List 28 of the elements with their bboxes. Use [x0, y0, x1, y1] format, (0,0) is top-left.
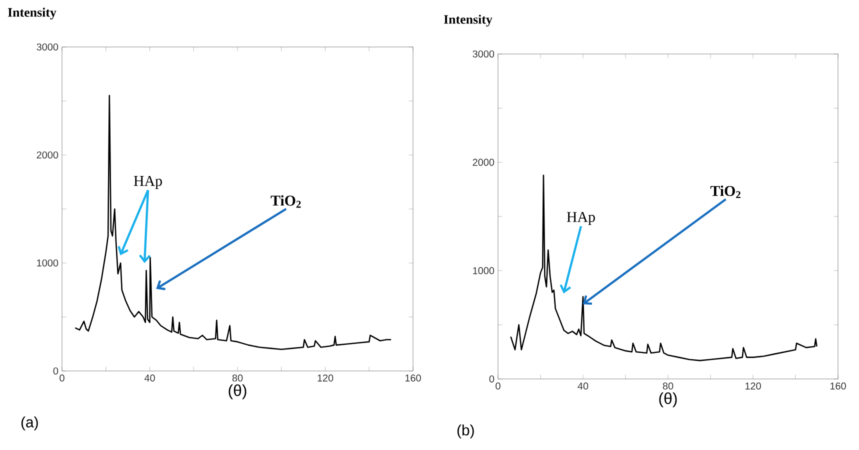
x-tick-label: 80: [662, 382, 674, 390]
annotation: HAp: [134, 176, 162, 189]
y-tick-label: 2000: [36, 151, 58, 159]
x-tick-label: 40: [578, 382, 588, 390]
x-tick-label: 120: [745, 382, 761, 390]
y-tick-label: 0: [53, 367, 58, 375]
y-axis-title: Intensity: [8, 8, 56, 20]
x-axis-title: (θ): [228, 384, 246, 400]
line-series: [74, 94, 392, 350]
annotation: TiO$_{2}$: [270, 195, 301, 208]
y-tick-label: 1000: [37, 259, 58, 267]
x-tick-label: 0: [496, 382, 500, 390]
text: (b): [457, 424, 474, 438]
x-tick-label: 0: [60, 374, 64, 382]
x-tick-label: 80: [232, 374, 243, 382]
x-tick-label: 160: [405, 374, 421, 382]
text: (a): [21, 416, 38, 430]
y-tick-label: 1000: [473, 267, 494, 274]
annotation: HAp: [566, 212, 595, 226]
x-tick-label: 160: [830, 382, 846, 390]
y-tick-label: 3000: [36, 43, 58, 51]
y-tick-label: 3000: [472, 50, 494, 58]
x-axis-title: (θ): [659, 392, 677, 408]
y-tick-label: 2000: [472, 158, 494, 166]
y-axis-title: Intensity: [444, 14, 492, 26]
x-tick-label: 120: [318, 374, 334, 382]
annotation: TiO$_{2}$: [710, 186, 740, 198]
x-tick-label: 40: [144, 374, 155, 382]
